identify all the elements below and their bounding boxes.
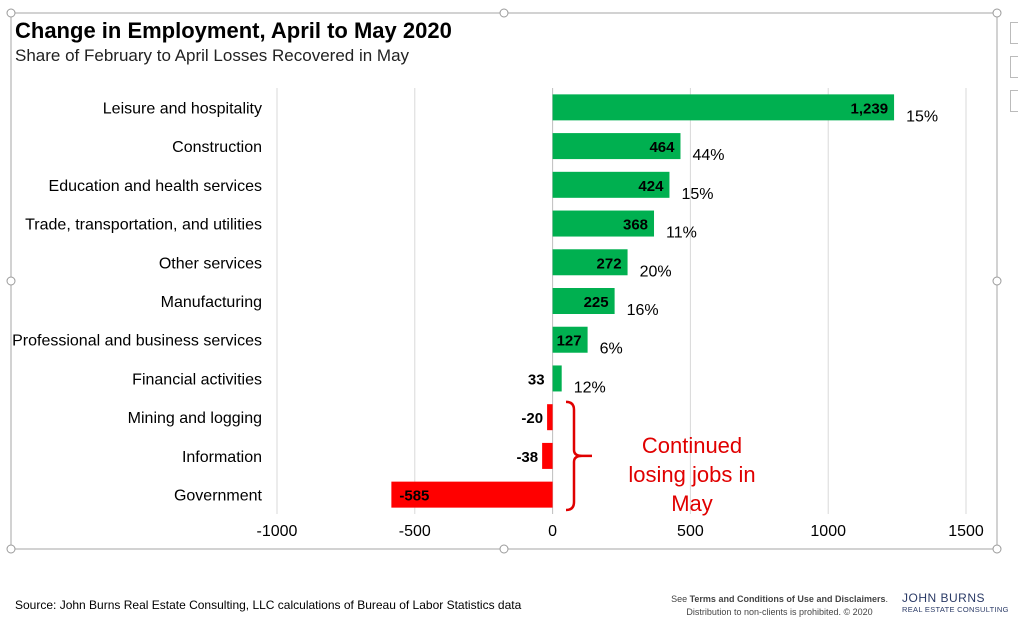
handle-bottom-left[interactable]: [6, 544, 16, 554]
category-label: Other services: [159, 255, 262, 272]
handle-middle-left[interactable]: [6, 276, 16, 286]
annotation-text: losing jobs in: [628, 462, 755, 487]
terms-note: See Terms and Conditions of Use and Disc…: [671, 593, 888, 619]
share-label: 15%: [906, 108, 938, 125]
bar[interactable]: [391, 481, 553, 508]
handle-top-right[interactable]: [992, 8, 1002, 18]
value-label: 127: [557, 333, 582, 350]
value-label: -585: [399, 488, 429, 505]
value-label: 33: [528, 371, 545, 388]
chart-frame: [10, 12, 998, 550]
bar[interactable]: [552, 249, 628, 276]
category-label: Leisure and hospitality: [103, 100, 262, 117]
annotation: Continued losing jobs in May: [565, 400, 756, 516]
john-burns-logo: JOHN BURNS REAL ESTATE CONSULTING: [902, 591, 1009, 619]
share-label: 12%: [574, 379, 606, 396]
chart-title: Change in Employment, April to May 2020: [15, 18, 452, 43]
bar[interactable]: [552, 210, 655, 237]
value-label: 464: [649, 139, 675, 156]
category-label: Information: [182, 449, 262, 466]
terms-prefix: See: [671, 594, 690, 604]
bar[interactable]: [552, 94, 895, 121]
handle-bottom-middle[interactable]: [499, 544, 509, 554]
terms-suffix: .: [885, 594, 888, 604]
terms-distribution: Distribution to non-clients is prohibite…: [686, 607, 873, 617]
bar[interactable]: [542, 442, 553, 469]
category-label: Education and health services: [49, 178, 262, 195]
value-label: -20: [521, 410, 543, 427]
frame-handles[interactable]: [6, 8, 1002, 554]
chart-subtitle: Share of February to April Losses Recove…: [15, 46, 410, 65]
x-tick-label: 1500: [948, 523, 984, 540]
value-label: 424: [638, 178, 664, 195]
labels: -1000 -500 0 500 1000 1500 Leisure and hospita…: [12, 100, 984, 540]
annotation-text: Continued: [642, 433, 742, 458]
category-label: Professional and business services: [12, 333, 262, 350]
category-label: Manufacturing: [161, 294, 262, 311]
value-label: 368: [623, 217, 648, 234]
handle-top-left[interactable]: [6, 8, 16, 18]
chart-filters-tab[interactable]: [1010, 90, 1018, 112]
category-label: Financial activities: [132, 371, 262, 388]
source-note: Source: John Burns Real Estate Consultin…: [15, 598, 522, 612]
x-tick-label: 500: [677, 523, 704, 540]
value-label: 272: [597, 255, 622, 272]
annotation-bracket: [565, 400, 592, 512]
handle-bottom-right[interactable]: [992, 544, 1002, 554]
bar[interactable]: [552, 365, 562, 392]
annotation-text: May: [671, 491, 713, 516]
x-tick-label: 1000: [810, 523, 846, 540]
logo-top-text: JOHN BURNS: [902, 591, 986, 605]
share-label: 16%: [627, 302, 659, 319]
chart-elements-tab[interactable]: [1010, 22, 1018, 44]
category-label: Trade, transportation, and utilities: [25, 217, 262, 234]
share-label: 15%: [681, 186, 713, 203]
handle-middle-right[interactable]: [992, 276, 1002, 286]
x-tick-label: -1000: [257, 523, 298, 540]
share-label: 44%: [692, 147, 724, 164]
category-label: Government: [174, 488, 263, 505]
bar[interactable]: [547, 404, 553, 431]
value-label: 1,239: [851, 100, 889, 117]
share-label: 20%: [640, 263, 672, 280]
value-label: 225: [584, 294, 609, 311]
logo-bottom-text: REAL ESTATE CONSULTING: [902, 605, 1009, 614]
value-label: -38: [516, 449, 538, 466]
bar[interactable]: [552, 171, 670, 198]
chart-styles-tab[interactable]: [1010, 56, 1018, 78]
x-tick-label: 0: [548, 523, 557, 540]
bar[interactable]: [552, 133, 681, 160]
bar[interactable]: [552, 326, 588, 353]
category-label: Construction: [172, 139, 262, 156]
share-label: 6%: [600, 341, 623, 358]
bars: [391, 94, 895, 508]
share-label: 11%: [666, 225, 697, 242]
category-label: Mining and logging: [128, 410, 262, 427]
bar[interactable]: [552, 288, 615, 314]
handle-top-middle[interactable]: [499, 8, 509, 18]
terms-link[interactable]: Terms and Conditions of Use and Disclaim…: [689, 594, 886, 604]
x-tick-label: -500: [399, 523, 431, 540]
